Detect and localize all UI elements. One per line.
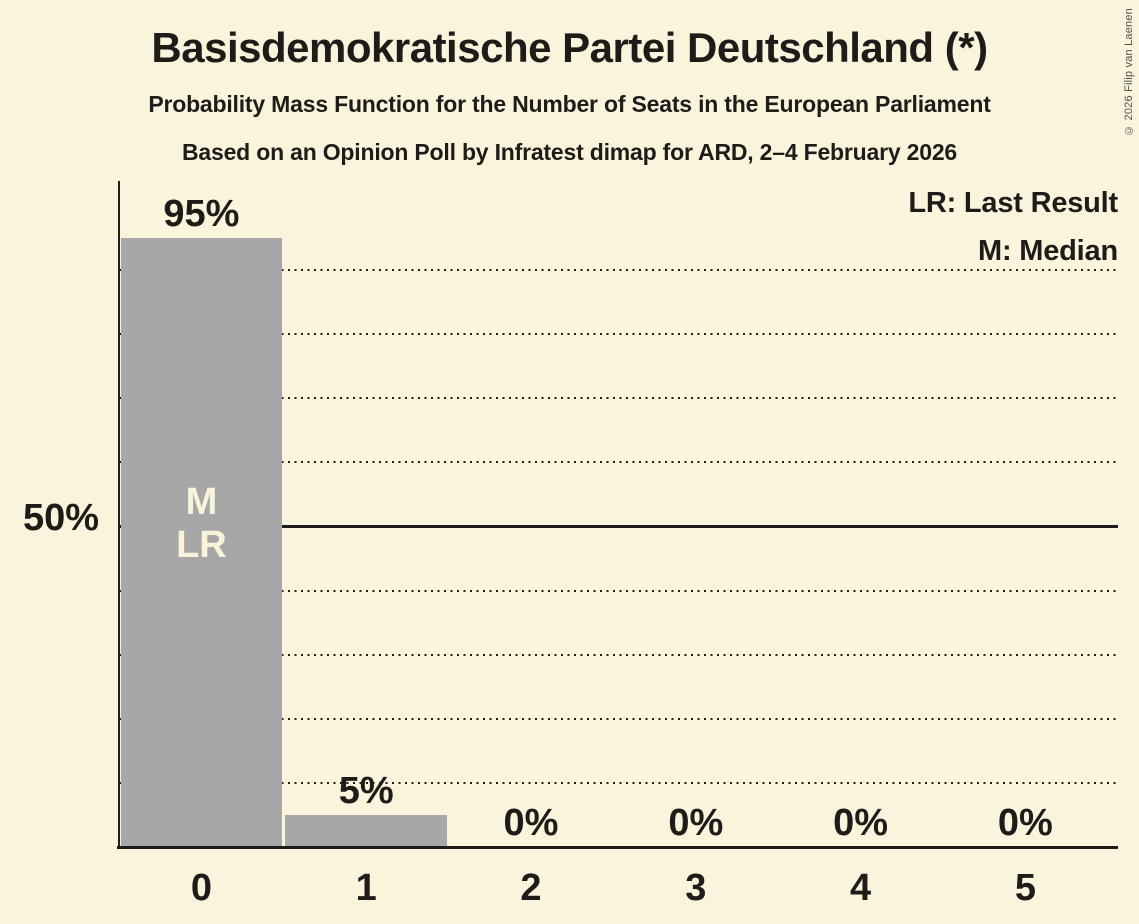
gridline-20pct — [119, 717, 1118, 720]
gridline-80pct — [119, 333, 1118, 336]
bar-value-label-2: 0% — [503, 802, 559, 844]
bar-seats-0 — [120, 238, 283, 847]
legend-last-result: LR: Last Result — [908, 187, 1118, 219]
y-axis-50pct-label: 50% — [22, 497, 99, 539]
gridline-10pct — [119, 781, 1118, 784]
last-result-marker: LR — [176, 524, 227, 566]
bar-value-label-1: 5% — [338, 769, 394, 812]
x-tick-5: 5 — [1014, 867, 1036, 909]
bar-marker-block: M LR — [121, 481, 281, 567]
gridline-70pct — [119, 397, 1118, 400]
x-tick-2: 2 — [520, 867, 542, 909]
chart-poll-info: Based on an Opinion Poll by Infratest di… — [182, 139, 957, 165]
x-axis-line — [117, 845, 1118, 849]
gridline-50pct-solid — [119, 525, 1118, 528]
x-tick-1: 1 — [355, 867, 377, 909]
bar-seats-1 — [285, 814, 448, 847]
legend-median: M: Median — [978, 235, 1118, 267]
gridline-60pct — [119, 461, 1118, 464]
bar-value-label-5: 0% — [997, 802, 1053, 844]
bar-value-label-3: 0% — [668, 802, 724, 844]
gridline-90pct — [119, 269, 1118, 272]
gridline-30pct — [119, 653, 1118, 656]
chart-legend: LR: Last Result M: Median — [908, 179, 1118, 275]
bar-value-label-0: 95% — [163, 193, 240, 236]
gridline-40pct — [119, 589, 1118, 592]
x-tick-0: 0 — [190, 867, 212, 909]
median-marker: M — [185, 481, 218, 523]
x-tick-4: 4 — [850, 867, 872, 909]
y-axis-line — [117, 181, 120, 847]
chart-subtitle: Probability Mass Function for the Number… — [148, 91, 991, 117]
x-tick-3: 3 — [685, 867, 707, 909]
chart-title: Basisdemokratische Partei Deutschland (*… — [151, 24, 988, 71]
bar-value-label-4: 0% — [833, 802, 889, 844]
